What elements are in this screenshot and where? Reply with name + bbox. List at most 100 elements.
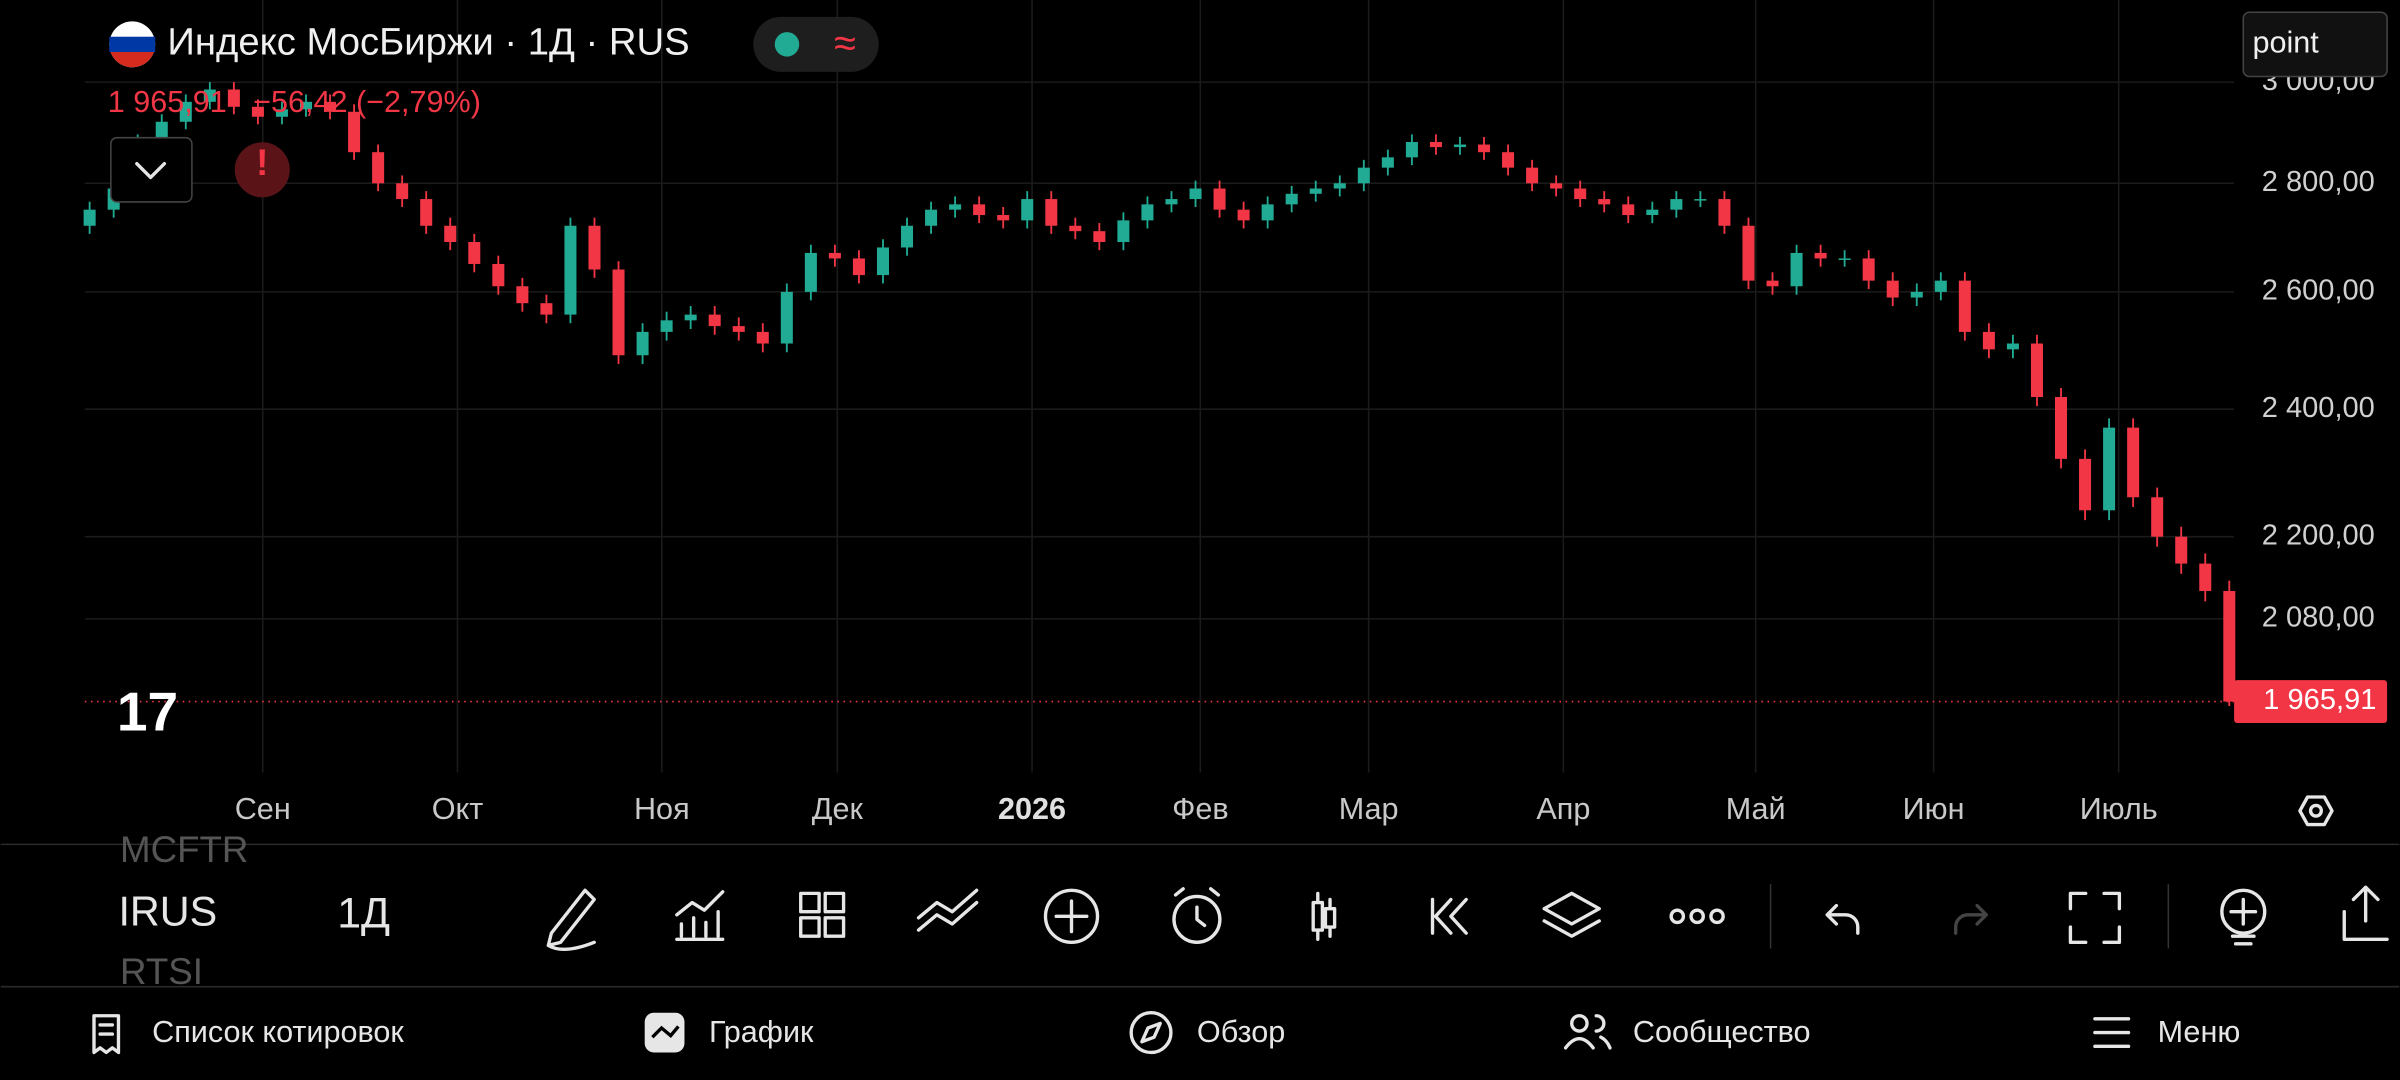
candle-body — [1934, 280, 1947, 292]
candle-body — [1814, 252, 1827, 259]
price-badge — [2234, 680, 2388, 723]
candle-body — [612, 269, 625, 356]
add-icon[interactable] — [1043, 888, 1100, 945]
symbol-current[interactable]: IRUS — [118, 889, 217, 935]
symbol-title: Индекс МосБиржи · 1Д · RUS — [167, 20, 689, 63]
candle-body — [299, 101, 313, 110]
x-tick-label: Апр — [1536, 792, 1590, 826]
alert-icon: ! — [256, 142, 268, 183]
add-plus — [1054, 899, 1089, 934]
candle-body — [1237, 209, 1250, 221]
symbol-prev[interactable]: MCFTR — [120, 829, 248, 870]
replay[interactable] — [1430, 897, 1468, 935]
add-alert[interactable] — [2220, 888, 2267, 935]
undo[interactable] — [1825, 903, 1860, 935]
price-change: −56,42 (−2,79%) — [253, 85, 481, 119]
delay-icon: ≈ — [834, 21, 856, 65]
candle-body — [1478, 144, 1491, 153]
fullscreen[interactable] — [2068, 891, 2122, 945]
y-tick-label: 2 200,00 — [2262, 519, 2375, 551]
more-dot — [1709, 908, 1725, 925]
candle-body — [444, 225, 457, 243]
candle-body — [1309, 188, 1322, 194]
plot: 2 080,00 2 200,00 2 400,00 2 600,00 2 800,00… — [83, 0, 2388, 826]
candle-body — [2079, 458, 2092, 511]
compare[interactable] — [916, 888, 979, 932]
y-tick-label: 2 600,00 — [2262, 275, 2375, 307]
candle-body — [2151, 497, 2164, 537]
candle-body — [925, 209, 938, 226]
alert-clock[interactable] — [1172, 894, 1222, 945]
price-badge-label: 1 965,91 — [2263, 684, 2376, 716]
redo[interactable] — [1954, 903, 1988, 935]
y-tick-label: 2 800,00 — [2262, 166, 2375, 198]
bars-style[interactable] — [1311, 891, 1337, 941]
symbol-next[interactable]: RTSI — [120, 951, 203, 992]
y-tick-label: 2 080,00 — [2262, 602, 2375, 634]
candle-body — [1502, 152, 1515, 168]
chart-type-button[interactable] — [2242, 11, 2388, 78]
nav-icon-people — [1570, 1014, 1589, 1033]
candle-body — [1261, 204, 1274, 221]
candle-body — [684, 314, 697, 321]
candle-body — [1742, 225, 1755, 281]
candle-body — [540, 303, 553, 315]
candle-body — [1429, 141, 1442, 148]
collapse-button[interactable] — [110, 136, 193, 203]
nav-item[interactable]: Список котировок — [152, 1015, 404, 1049]
candle-body — [1550, 183, 1563, 189]
candle-body — [372, 152, 385, 184]
nav-item[interactable]: Сообщество — [1633, 1015, 1811, 1049]
candle-body — [492, 263, 505, 287]
alert-badge[interactable] — [234, 142, 290, 198]
candle-body — [732, 326, 745, 332]
candle-body — [973, 204, 986, 216]
candle-body — [828, 252, 841, 259]
x-tick-label: Июн — [1903, 792, 1965, 826]
candle-body — [852, 258, 865, 276]
x-tick-label: Окт — [432, 792, 484, 826]
candle-body — [1021, 199, 1034, 221]
draw-tool[interactable] — [546, 888, 596, 951]
candle-body — [1982, 331, 1995, 350]
layouts[interactable] — [799, 891, 846, 938]
x-tick-label: Дек — [812, 792, 864, 826]
candle-body — [2103, 427, 2116, 511]
indicators[interactable] — [675, 890, 725, 941]
candle-body — [876, 247, 889, 276]
chart-type-label: point — [2252, 25, 2319, 59]
nav-item[interactable]: График — [709, 1015, 814, 1049]
candle-body — [1069, 225, 1082, 232]
more-dot[interactable] — [1669, 908, 1686, 925]
nav-icon-chart-line — [651, 1025, 680, 1039]
candle-body — [1045, 199, 1058, 226]
share[interactable] — [2342, 885, 2389, 941]
interval[interactable]: 1Д — [337, 890, 390, 938]
candle-body — [780, 291, 793, 344]
candle-body — [1574, 188, 1587, 200]
add-alert-detail — [2229, 897, 2258, 946]
candle-body — [564, 225, 577, 315]
x-tick-label: 2026 — [998, 792, 1066, 826]
status-pill[interactable] — [753, 16, 879, 72]
candle-body — [1646, 209, 1659, 216]
settings-icon[interactable] — [2298, 795, 2334, 827]
nav-item[interactable]: Меню — [2158, 1015, 2241, 1049]
candle-body — [1670, 199, 1683, 210]
candle-body — [804, 252, 817, 292]
candle-body — [1598, 199, 1611, 205]
layers[interactable] — [1542, 891, 1601, 938]
x-tick-label: Сен — [235, 792, 291, 826]
x-tick-label: Июль — [2080, 792, 2158, 826]
candle-body — [227, 89, 240, 107]
candle-body — [1862, 258, 1875, 281]
candle-body — [1165, 199, 1178, 205]
candle-body — [660, 320, 673, 332]
candle-body — [2199, 563, 2212, 591]
candle-body — [275, 109, 288, 117]
nav-icon-list — [92, 1014, 121, 1055]
market-status — [774, 32, 800, 57]
candle-body — [324, 101, 337, 112]
nav-item[interactable]: Обзор — [1197, 1015, 1285, 1049]
